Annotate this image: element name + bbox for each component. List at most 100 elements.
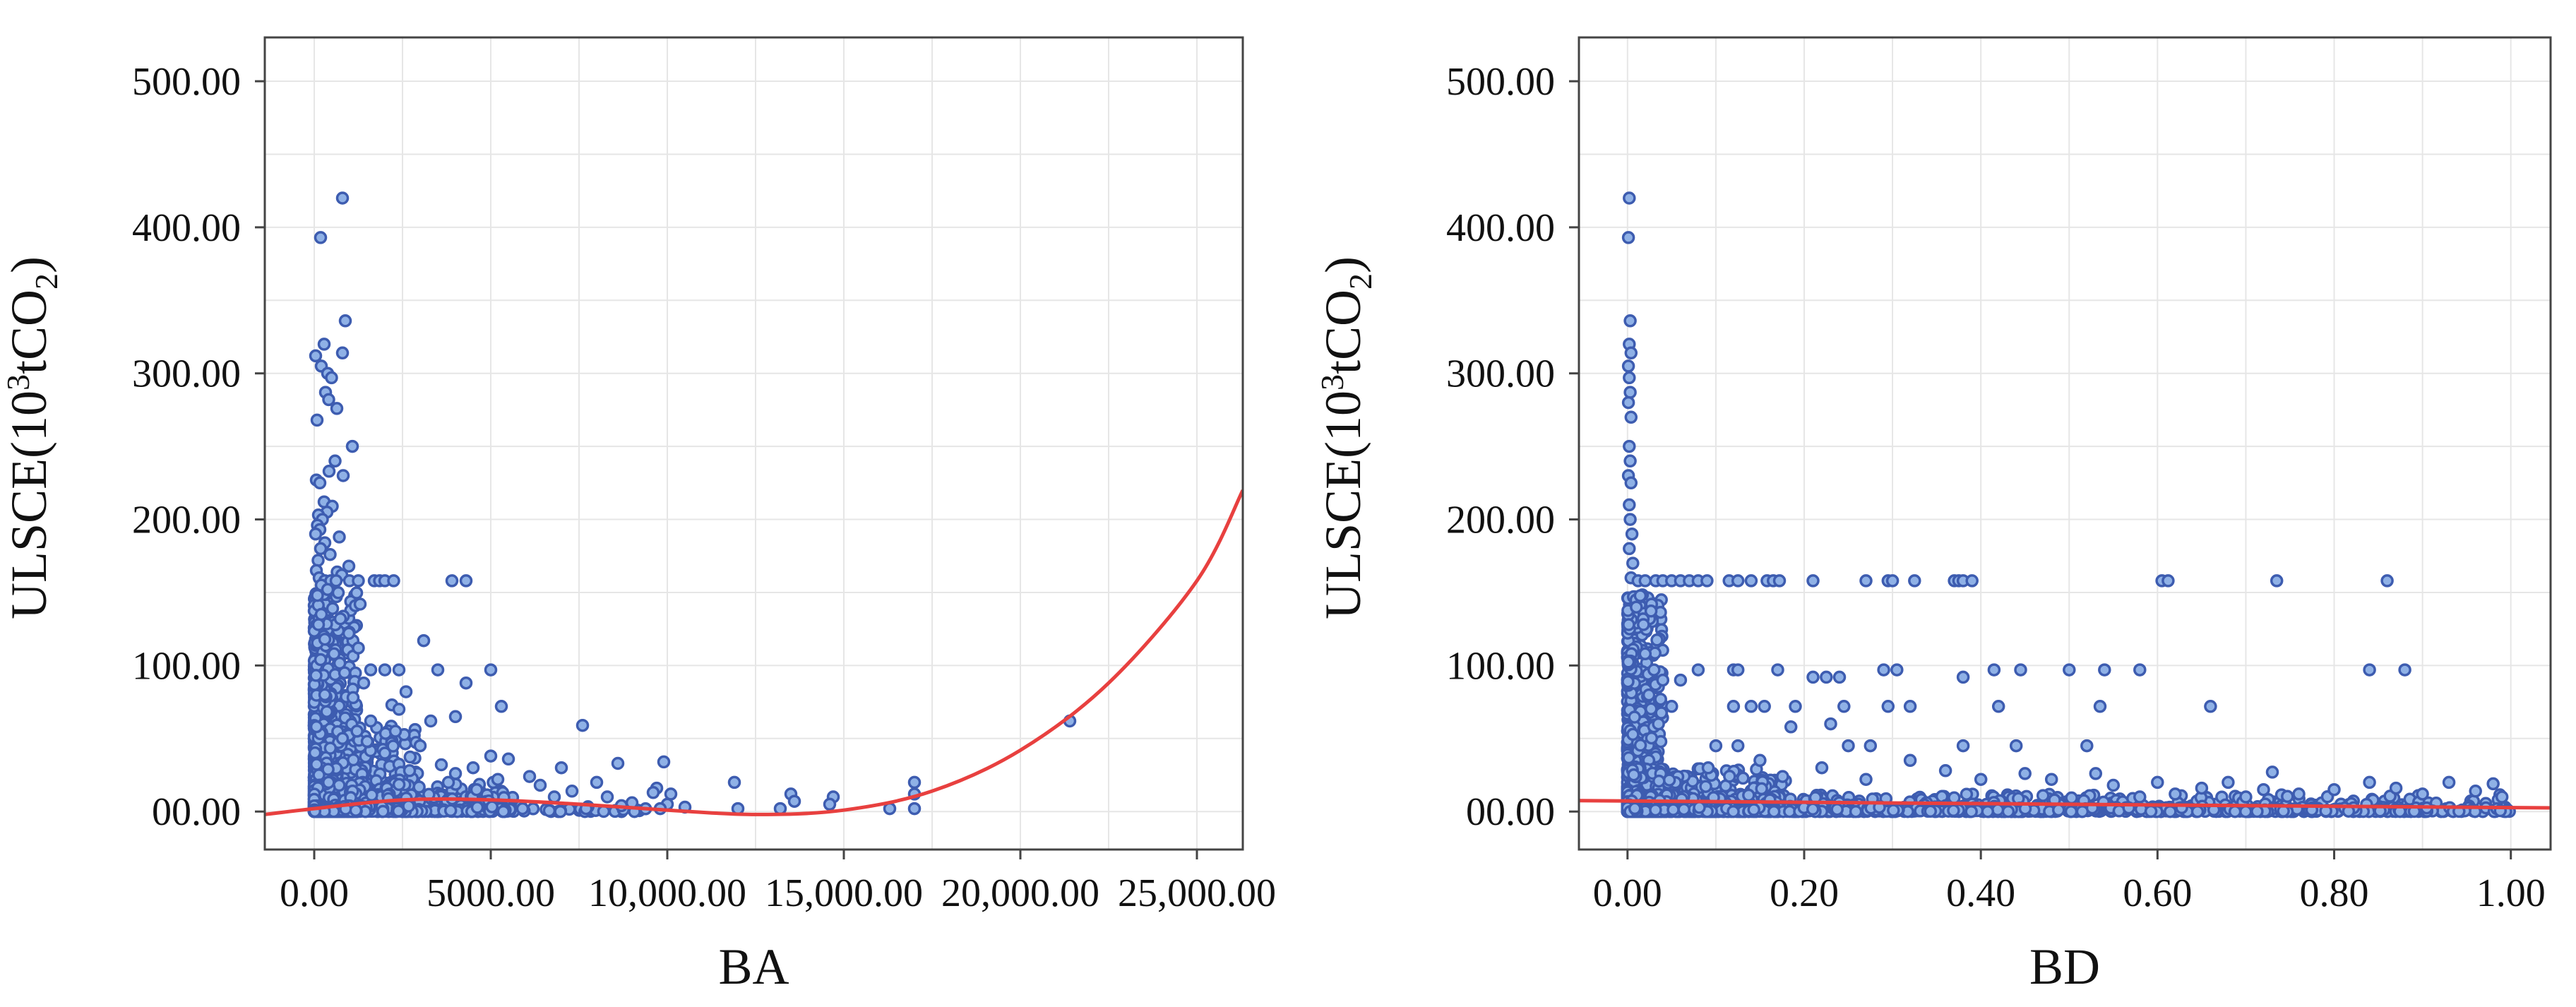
data-point bbox=[342, 559, 356, 573]
data-point bbox=[309, 349, 323, 363]
data-point bbox=[321, 583, 335, 597]
data-point bbox=[2380, 574, 2394, 588]
data-point bbox=[2133, 663, 2147, 677]
panel-bd: 0.00 0.20 0.40 0.60 0.80 1.0000.00100.00200.0… bbox=[1314, 36, 2552, 995]
data-point bbox=[2065, 791, 2078, 805]
x-tick-label: 5000.00 bbox=[427, 871, 555, 915]
data-point bbox=[554, 761, 568, 775]
data-point bbox=[2281, 789, 2294, 804]
data-point bbox=[1699, 780, 1712, 793]
data-point bbox=[318, 688, 332, 702]
data-point bbox=[1700, 574, 1714, 588]
data-point bbox=[1666, 803, 1680, 816]
data-point bbox=[1731, 574, 1745, 588]
data-point bbox=[1624, 346, 1638, 360]
data-point bbox=[328, 454, 342, 468]
y-tick-label: 300.00 bbox=[132, 352, 241, 396]
data-point bbox=[466, 761, 480, 775]
data-point bbox=[1674, 673, 1688, 687]
data-point bbox=[1727, 700, 1741, 713]
data-point bbox=[1623, 371, 1636, 385]
data-point bbox=[388, 725, 402, 738]
data-point bbox=[1623, 513, 1637, 526]
data-point bbox=[310, 413, 324, 427]
data-point bbox=[2363, 663, 2376, 677]
data-point bbox=[470, 801, 484, 814]
data-point bbox=[2270, 574, 2284, 588]
data-point bbox=[311, 588, 324, 602]
data-point bbox=[350, 725, 364, 738]
data-point bbox=[2063, 663, 2076, 677]
data-point bbox=[1806, 670, 1820, 684]
data-point bbox=[308, 746, 322, 760]
data-point bbox=[1677, 802, 1690, 816]
data-point bbox=[336, 469, 350, 482]
data-point bbox=[333, 612, 347, 626]
data-point bbox=[823, 797, 837, 811]
data-point bbox=[349, 804, 363, 817]
data-point bbox=[494, 700, 508, 713]
data-point bbox=[364, 714, 378, 728]
data-point bbox=[329, 574, 343, 588]
data-point bbox=[402, 764, 417, 777]
data-point bbox=[657, 755, 671, 769]
data-point bbox=[310, 758, 323, 771]
data-point bbox=[523, 770, 537, 783]
data-point bbox=[365, 788, 378, 802]
data-point bbox=[1691, 663, 1705, 677]
y-tick-label: 00.00 bbox=[152, 790, 241, 834]
data-point bbox=[318, 632, 332, 646]
data-point bbox=[646, 786, 660, 799]
data-point bbox=[542, 804, 556, 818]
data-point bbox=[664, 787, 678, 801]
data-point bbox=[441, 775, 455, 789]
data-point bbox=[1623, 314, 1637, 328]
data-point bbox=[1881, 700, 1895, 713]
data-point bbox=[1908, 574, 1921, 588]
data-point bbox=[431, 663, 445, 677]
data-point bbox=[2190, 804, 2205, 818]
data-point bbox=[392, 777, 406, 792]
data-point bbox=[360, 734, 374, 749]
data-point bbox=[1824, 717, 1837, 731]
data-point bbox=[727, 775, 741, 789]
data-point bbox=[1637, 618, 1650, 631]
data-point bbox=[322, 393, 335, 407]
data-point bbox=[515, 802, 530, 816]
data-point bbox=[459, 574, 473, 588]
data-point bbox=[322, 775, 335, 789]
data-point bbox=[459, 676, 473, 690]
data-point bbox=[1767, 804, 1781, 818]
data-point bbox=[565, 785, 579, 798]
data-point bbox=[1628, 802, 1642, 816]
data-point bbox=[1650, 633, 1664, 647]
data-point bbox=[2144, 804, 2158, 818]
x-axis-title: BA bbox=[718, 939, 789, 995]
y-axis-title: ULSCE(103tCO2) bbox=[0, 256, 64, 619]
data-point bbox=[1642, 688, 1656, 702]
data-point bbox=[2036, 789, 2050, 802]
data-point bbox=[445, 574, 459, 588]
data-point bbox=[1849, 804, 1863, 818]
data-point bbox=[1731, 663, 1745, 677]
data-point bbox=[1771, 663, 1784, 677]
data-point bbox=[314, 653, 328, 667]
data-point bbox=[1623, 386, 1637, 399]
data-point bbox=[2001, 804, 2015, 818]
data-point bbox=[1638, 647, 1652, 661]
data-point bbox=[554, 804, 567, 818]
data-point bbox=[346, 691, 360, 705]
data-point bbox=[1701, 761, 1715, 775]
x-tick-label: 15,000.00 bbox=[765, 871, 923, 915]
data-point bbox=[1965, 574, 1979, 588]
data-point bbox=[1638, 574, 1652, 588]
x-tick-label: 10,000.00 bbox=[588, 871, 746, 915]
data-point bbox=[330, 402, 344, 415]
data-point bbox=[1744, 700, 1758, 713]
data-point bbox=[309, 720, 323, 734]
data-point bbox=[547, 790, 561, 804]
x-tick-label: 0.00 bbox=[280, 871, 349, 915]
data-point bbox=[1758, 700, 1771, 713]
data-point bbox=[323, 741, 338, 755]
